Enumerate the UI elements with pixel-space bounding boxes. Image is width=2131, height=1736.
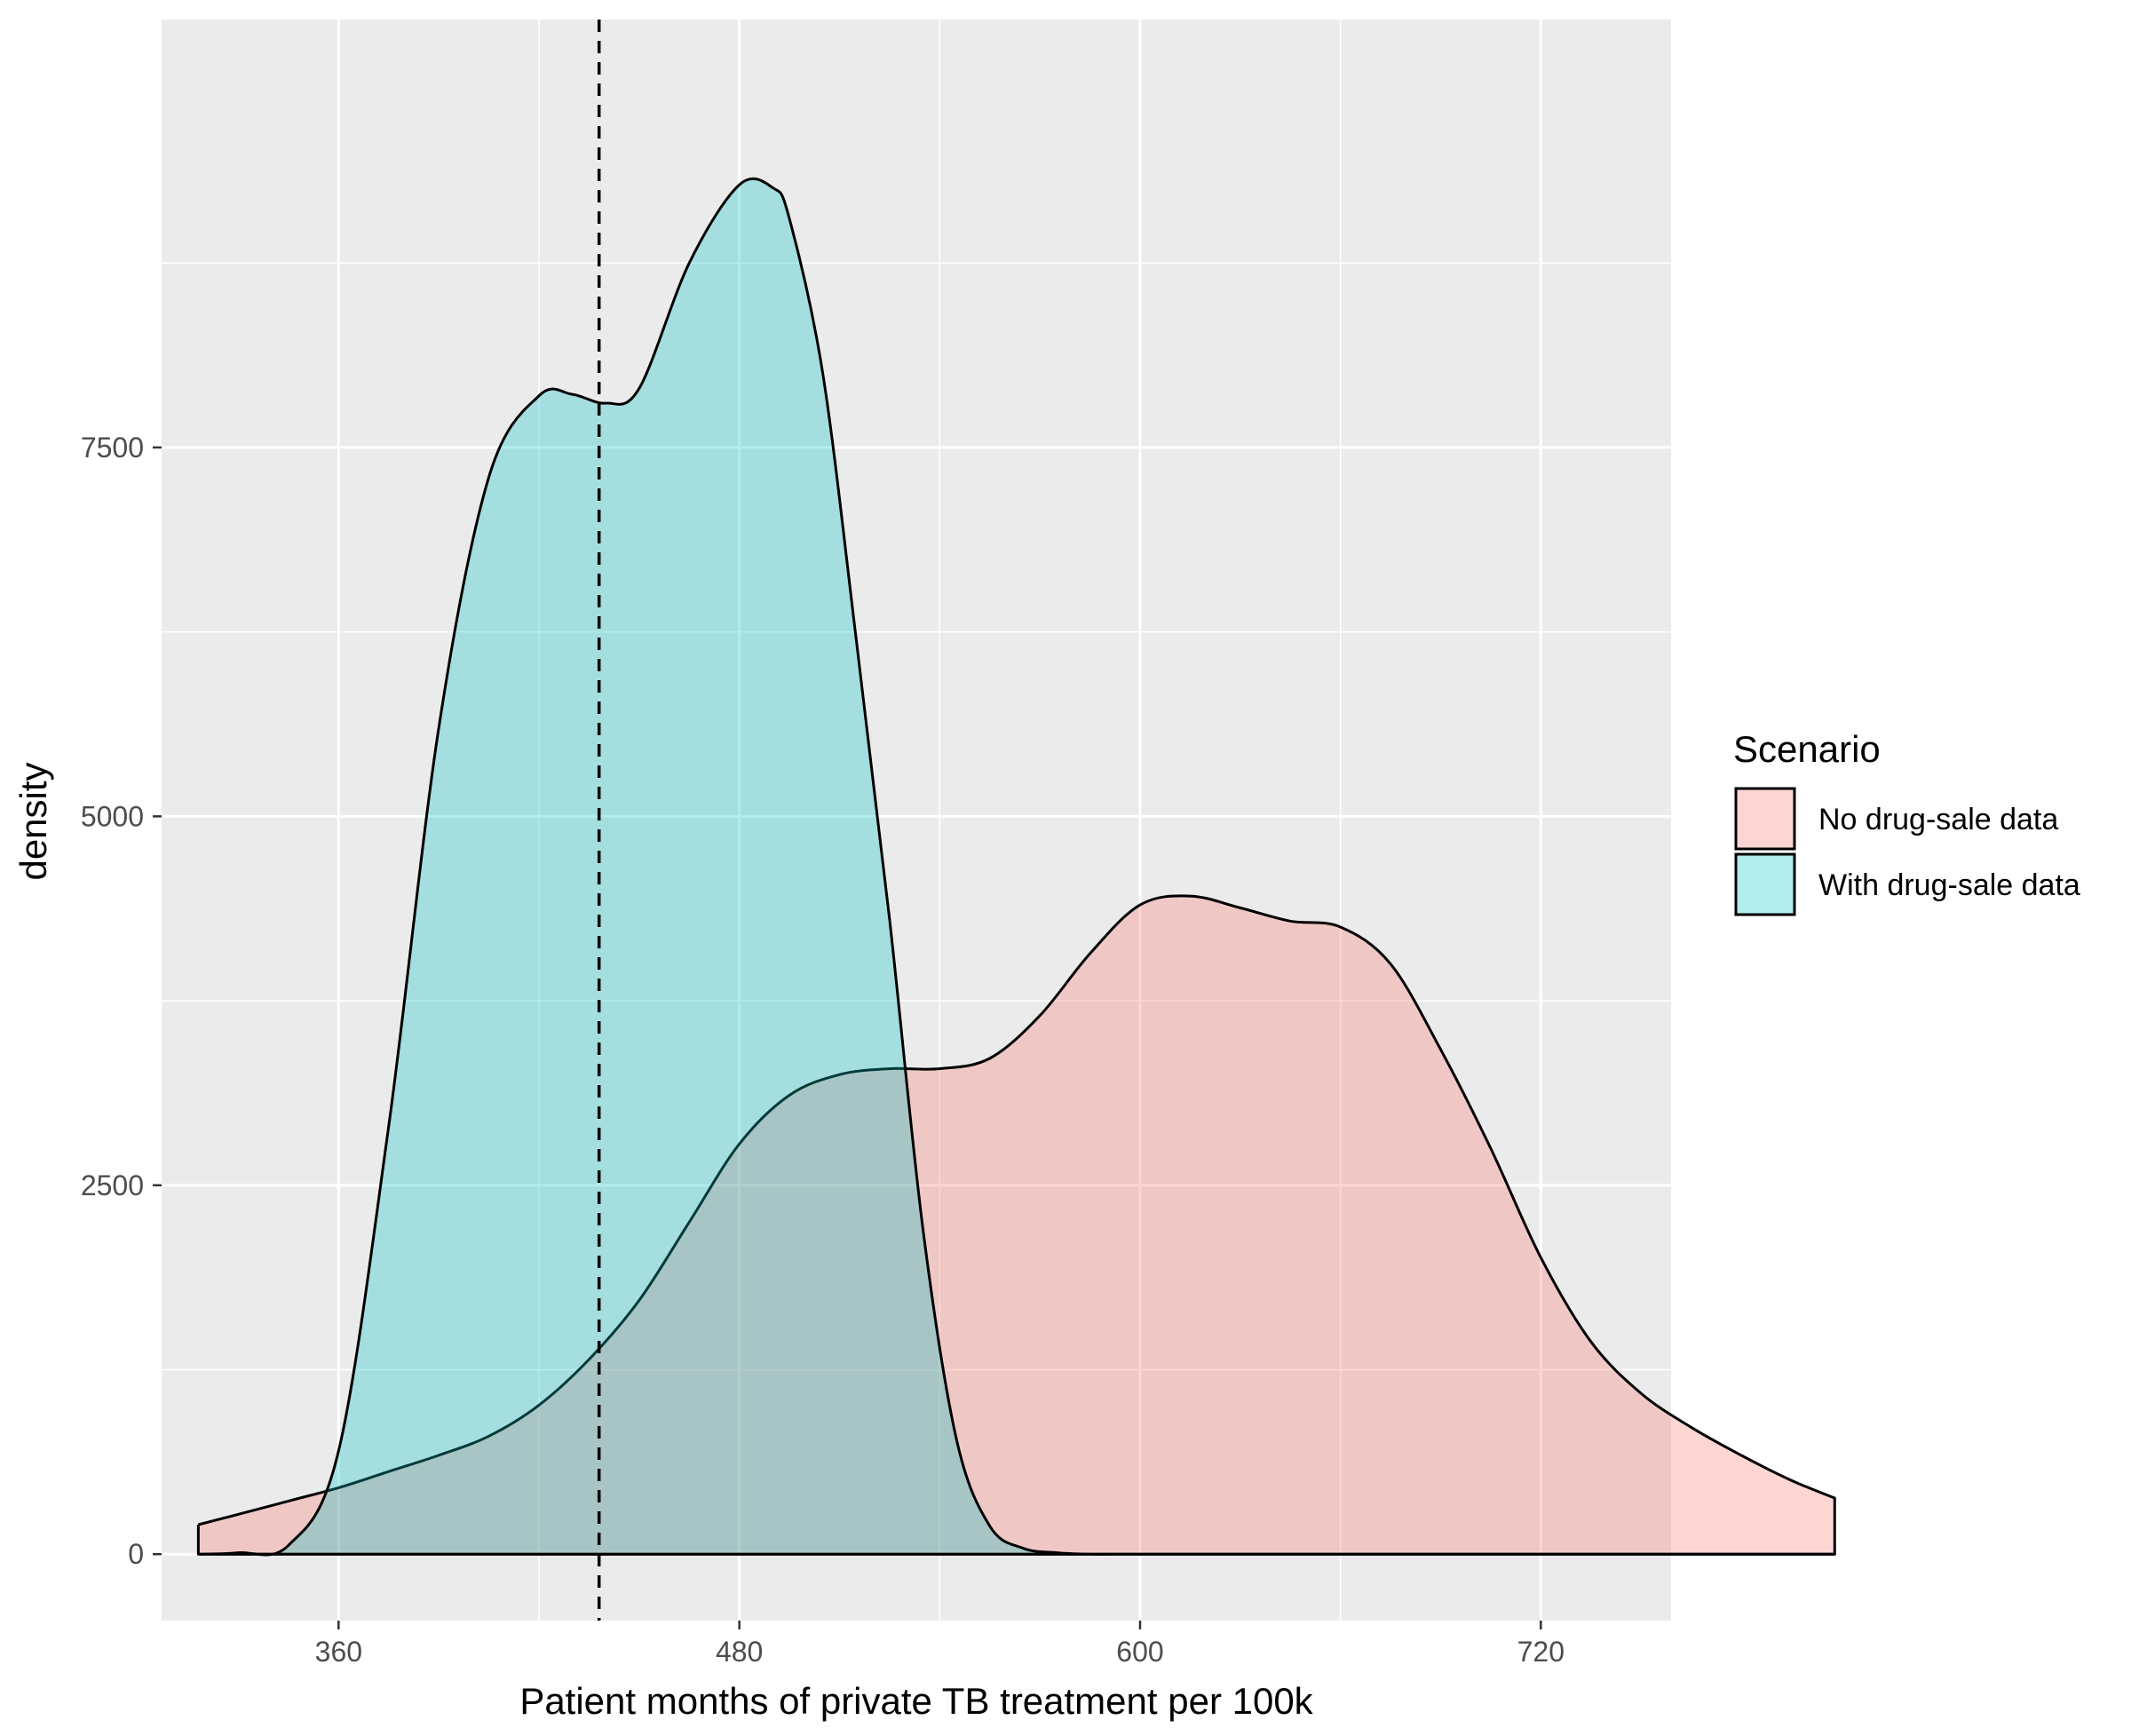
series-layer xyxy=(196,177,1836,1557)
x-axis-title: Patient months of private TB treatment p… xyxy=(519,1680,1313,1722)
density-area-with-drug-sale-data xyxy=(198,178,1835,1556)
x-tick-label: 600 xyxy=(1116,1636,1163,1668)
legend-title: Scenario xyxy=(1733,728,1881,770)
plot-panel-background xyxy=(162,20,1671,1621)
density-outline-with-drug-sale-data xyxy=(198,177,1836,1557)
y-tick-label: 0 xyxy=(128,1538,144,1570)
x-tick-label: 720 xyxy=(1517,1636,1565,1668)
plot-panel xyxy=(162,20,1671,1621)
density-area-no-drug-sale-data xyxy=(198,895,1835,1555)
y-tick-label: 2500 xyxy=(81,1169,144,1201)
density-outline-no-drug-sale-data xyxy=(196,894,1836,1556)
grid-layer xyxy=(162,20,1671,1621)
axis-layer: 360 480 600 720 0 2500 5000 7500 xyxy=(81,432,1565,1668)
y-tick-label: 7500 xyxy=(81,432,144,464)
y-axis-title: density xyxy=(12,762,54,880)
legend: Scenario No drug-sale data With drug-sal… xyxy=(1733,728,2080,916)
legend-key-no-drug-sale-data xyxy=(1734,787,1796,851)
x-tick-label: 360 xyxy=(315,1636,362,1668)
density-series-no-drug-sale-data xyxy=(196,894,1836,1556)
legend-label-no-drug-sale-data: No drug-sale data xyxy=(1818,803,2058,836)
x-tick-label: 480 xyxy=(716,1636,763,1668)
density-series-with-drug-sale-data xyxy=(198,177,1836,1557)
legend-label-with-drug-sale-data: With drug-sale data xyxy=(1818,868,2080,902)
legend-key-with-drug-sale-data xyxy=(1734,852,1796,916)
y-tick-label: 5000 xyxy=(81,800,144,832)
